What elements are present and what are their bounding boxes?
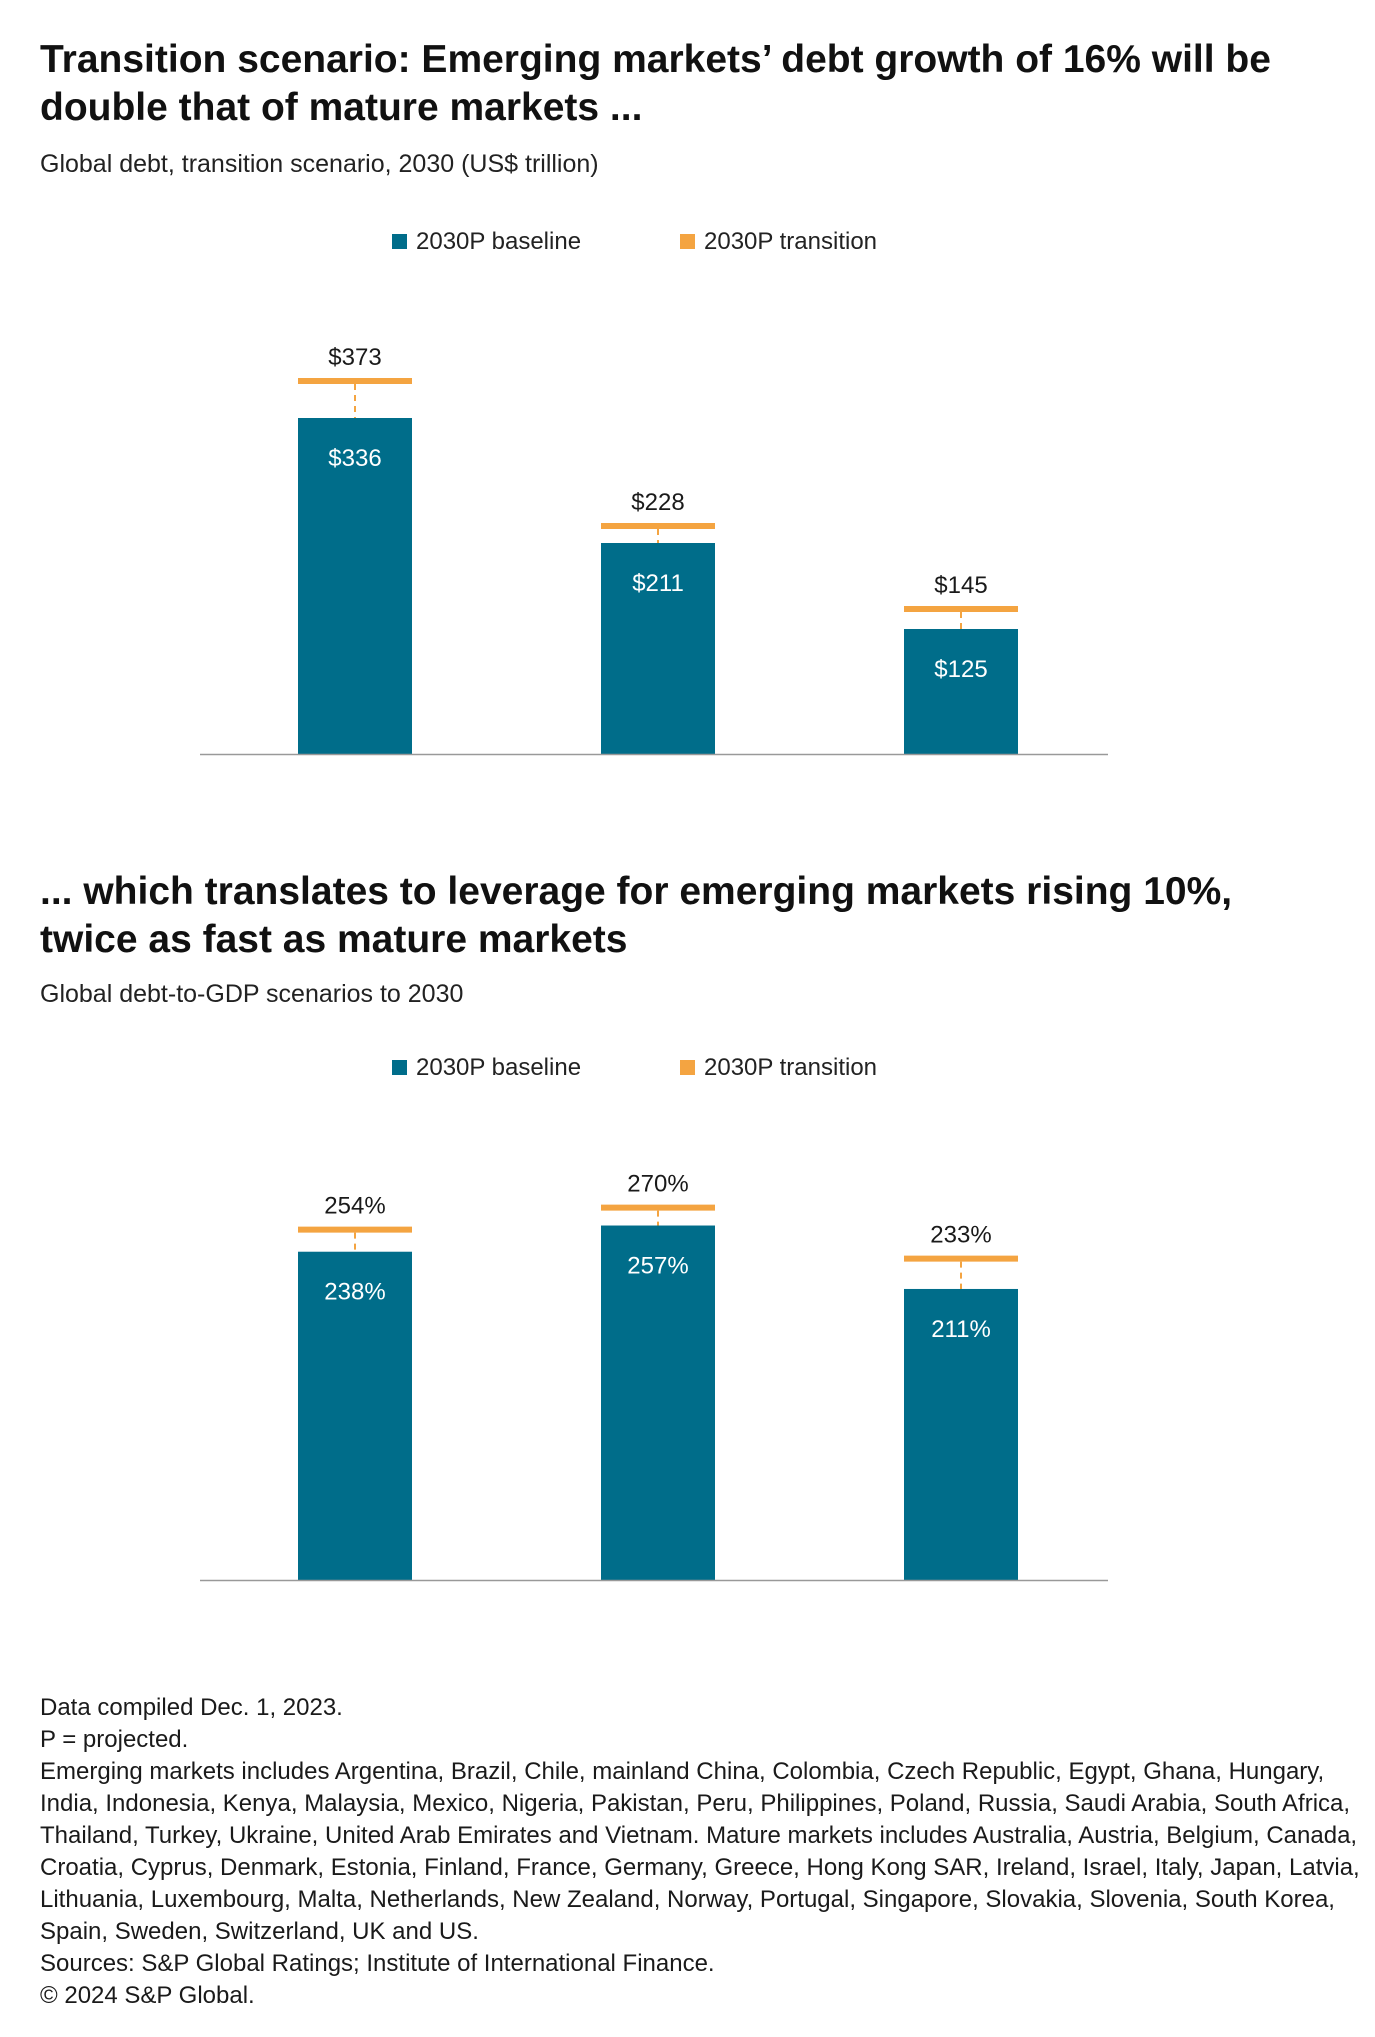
bar-baseline-0: [298, 1251, 412, 1580]
legend-transition-swatch: [680, 1060, 695, 1075]
label-baseline-2: $125: [934, 656, 987, 683]
bar-baseline-0: [298, 418, 412, 754]
note-country-lists: Emerging markets includes Argentina, Bra…: [40, 1758, 1360, 1945]
label-transition-0: 254%: [324, 1193, 385, 1220]
bar-baseline-1: [601, 1225, 715, 1580]
label-transition-2: 233%: [930, 1222, 991, 1249]
label-baseline-1: 257%: [627, 1253, 688, 1280]
legend-baseline-swatch: [392, 234, 407, 249]
label-baseline-0: $336: [328, 445, 381, 472]
legend-baseline-label: 2030P baseline: [416, 1054, 581, 1081]
legend-baseline-swatch: [392, 1060, 407, 1075]
note-copyright: © 2024 S&P Global.: [40, 1982, 255, 2009]
label-baseline-2: 211%: [931, 1316, 991, 1343]
label-baseline-1: $211: [632, 570, 684, 597]
note-sources: Sources: S&P Global Ratings; Institute o…: [40, 1950, 715, 1977]
legend: 2030P baseline 2030P transition: [392, 1054, 877, 1081]
footnotes: Data compiled Dec. 1, 2023. P = projecte…: [40, 1692, 1360, 2012]
note-projected: P = projected.: [40, 1726, 189, 1753]
label-transition-1: $228: [631, 489, 684, 516]
chart2-title: ... which translates to leverage for eme…: [40, 870, 1233, 961]
chart2-subtitle: Global debt-to-GDP scenarios to 2030: [40, 980, 464, 1008]
label-transition-1: 270%: [627, 1171, 688, 1198]
chart1-title: Transition scenario: Emerging markets’ d…: [40, 38, 1271, 129]
label-transition-0: $373: [328, 344, 381, 371]
chart1-subtitle: Global debt, transition scenario, 2030 (…: [40, 150, 599, 178]
legend-baseline-label: 2030P baseline: [416, 228, 581, 255]
legend-transition-label: 2030P transition: [704, 1054, 877, 1081]
label-transition-2: $145: [934, 572, 987, 599]
note-data-compiled: Data compiled Dec. 1, 2023.: [40, 1694, 343, 1721]
legend-transition-label: 2030P transition: [704, 228, 877, 255]
bar-baseline-2: [904, 1288, 1018, 1580]
bar-baseline-2: [904, 629, 1018, 754]
legend-transition-swatch: [680, 234, 695, 249]
label-baseline-0: 238%: [324, 1279, 385, 1306]
legend: 2030P baseline 2030P transition: [392, 228, 877, 255]
bar-baseline-1: [601, 543, 715, 754]
